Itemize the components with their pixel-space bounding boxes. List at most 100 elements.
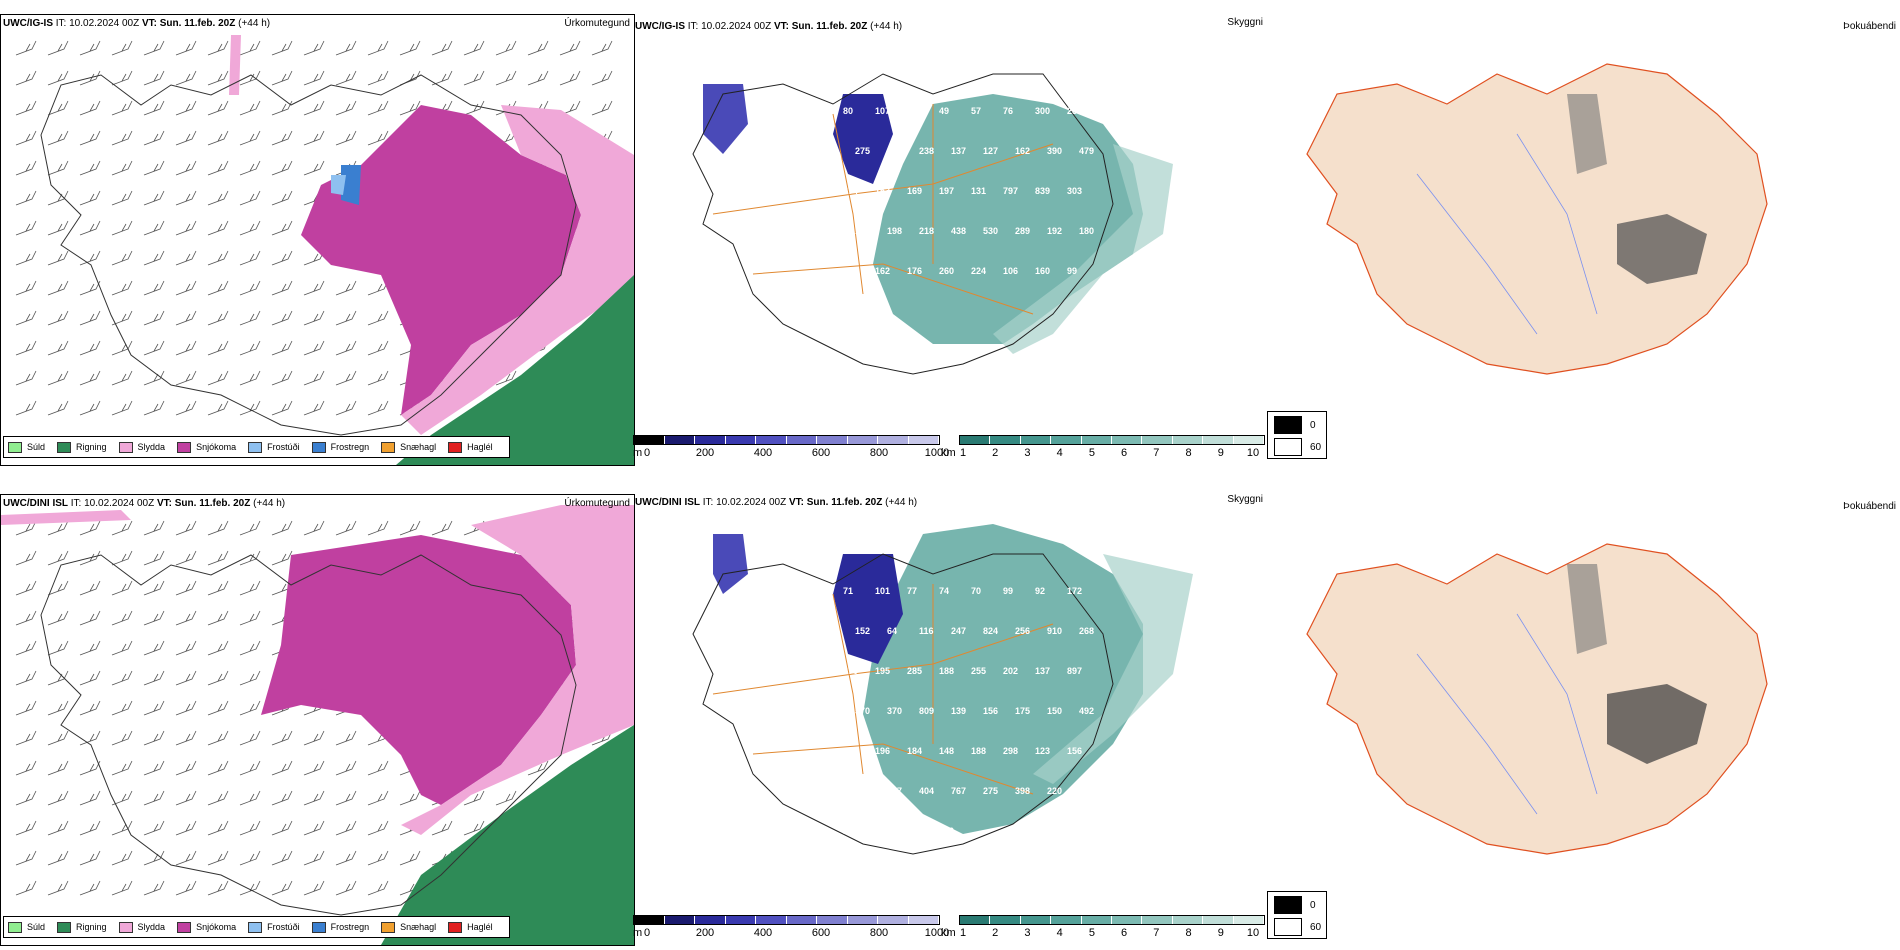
wind-barb-icon	[303, 340, 325, 356]
wind-barb-icon	[271, 220, 293, 236]
wind-barb-icon	[207, 550, 229, 566]
cloud-base-label: 192	[1047, 226, 1062, 236]
iceland-outline	[40, 554, 577, 916]
freezing-patches	[331, 165, 361, 205]
snow-region	[261, 535, 576, 805]
legend-label: Snæhagl	[400, 922, 437, 932]
wind-barb-icon	[271, 820, 293, 836]
wind-barb-icon	[335, 880, 357, 896]
wind-barb-icon	[335, 790, 357, 806]
cloud-base-swatch	[817, 916, 848, 924]
cloud-base-swatch	[756, 916, 787, 924]
cloud-base-label: 218	[919, 226, 934, 236]
fog-legend-swatch	[1274, 918, 1302, 936]
fog-field-title-bottom: Þokuábendi	[1843, 501, 1896, 512]
wind-barb-icon	[591, 100, 613, 116]
legend-item: Frostregn	[311, 441, 369, 453]
tick-label: 1	[959, 447, 967, 459]
wind-barb-icon	[239, 130, 261, 146]
snow-region	[301, 105, 581, 415]
fog-field-title-top: Þokuábendi	[1843, 21, 1896, 32]
cloud-base-labels: 71 101 77 74 70 99 92 172 152 64 116 247 824 256 910 26…	[843, 586, 1094, 836]
wind-barb-icon	[47, 160, 69, 176]
cloud-field-title-top: Skyggni	[1227, 17, 1263, 28]
wind-barb-icon	[15, 730, 37, 746]
fog-legend-row: 0	[1274, 896, 1316, 914]
legend-label: Slydda	[137, 922, 166, 932]
wind-barb-icon	[47, 550, 69, 566]
tick-label: 600	[811, 927, 831, 939]
wind-barb-icon	[335, 280, 357, 296]
wind-barb-icon	[111, 880, 133, 896]
wind-barb-icon	[175, 130, 197, 146]
cloud-base-label: 492	[1079, 706, 1094, 716]
wind-barb-icon	[175, 520, 197, 536]
visibility-swatch	[1081, 916, 1113, 924]
wind-barb-icon	[335, 760, 357, 776]
wind-barb-icon	[111, 190, 133, 206]
wind-barb-icon	[47, 580, 69, 596]
wind-barb-icon	[175, 100, 197, 116]
wind-barb-icon	[335, 100, 357, 116]
wind-barb-icon	[79, 730, 101, 746]
wind-barb-icon	[15, 610, 37, 626]
wind-barb-icon	[303, 280, 325, 296]
wind-barb-icon	[111, 160, 133, 176]
cloud-base-label: 57	[971, 106, 981, 116]
wind-barb-icon	[47, 400, 69, 416]
tick-label: 9	[1217, 927, 1224, 939]
precip-field-title-top: Úrkomutegund	[564, 18, 630, 29]
legend-item: Rigning	[57, 441, 107, 453]
wind-barb-icon	[47, 790, 69, 806]
wind-barb-icon	[111, 820, 133, 836]
cloud-base-label: 152	[855, 626, 870, 636]
wind-barb-icon	[239, 730, 261, 746]
wind-barb-icon	[367, 370, 389, 386]
wind-barb-icon	[15, 580, 37, 596]
wind-barb-icon	[207, 250, 229, 266]
wind-barb-icon	[111, 790, 133, 806]
visibility-swatch	[1203, 916, 1234, 924]
wind-barb-icon	[175, 400, 197, 416]
legend-item: Slydda	[118, 921, 166, 933]
precip-legend-top: Súld Rigning Slydda Snjókoma Frostúði Frostre…	[3, 436, 510, 458]
cloud-base-label: 220	[1047, 786, 1062, 796]
wind-barb-icon	[207, 70, 229, 86]
wind-barb-icon	[175, 370, 197, 386]
wind-barb-icon	[207, 610, 229, 626]
wind-barb-icon	[207, 370, 229, 386]
visibility-colorbar-bottom	[959, 915, 1265, 925]
fog-legend-label: 0	[1310, 899, 1316, 911]
wind-barb-icon	[175, 790, 197, 806]
cloud-base-swatch	[908, 436, 939, 444]
sleet-top	[229, 35, 241, 95]
wind-barb-icon	[15, 100, 37, 116]
wind-barb-icon	[559, 70, 581, 86]
wind-barb-icon	[591, 70, 613, 86]
visibility-ticks-top: 1 2 3 4 5 6 7 8 9 10	[959, 447, 1259, 461]
wind-barb-icon	[239, 220, 261, 236]
cloud-base-label: 201	[1079, 786, 1094, 796]
cloud-base-swatch	[725, 436, 756, 444]
wind-barb-icon	[111, 220, 133, 236]
wind-barb-icon	[335, 130, 357, 146]
wind-barb-icon	[111, 400, 133, 416]
precip-map-bottom	[1, 505, 634, 945]
wind-barb-icon	[143, 640, 165, 656]
wind-barb-icon	[463, 820, 485, 836]
wind-barb-icon	[239, 190, 261, 206]
wind-barb-icon	[175, 280, 197, 296]
wind-barb-icon	[303, 880, 325, 896]
wind-barb-icon	[79, 130, 101, 146]
wind-barb-icon	[111, 310, 133, 326]
fog-map-bottom	[1306, 543, 1768, 855]
wind-barb-icon	[79, 100, 101, 116]
tick-label: 10	[1246, 447, 1260, 459]
wind-barb-icon	[175, 310, 197, 326]
cloud-base-swatch	[786, 916, 817, 924]
wind-barb-icon	[143, 190, 165, 206]
wind-barb-icon	[79, 850, 101, 866]
wind-barb-icon	[47, 40, 69, 56]
cloud-base-label: 897	[1067, 666, 1082, 676]
wind-barb-icon	[47, 100, 69, 116]
